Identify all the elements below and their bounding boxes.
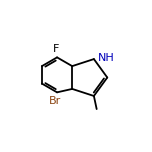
Text: Br: Br [49, 96, 61, 106]
Text: F: F [53, 44, 59, 54]
Text: NH: NH [98, 53, 114, 63]
